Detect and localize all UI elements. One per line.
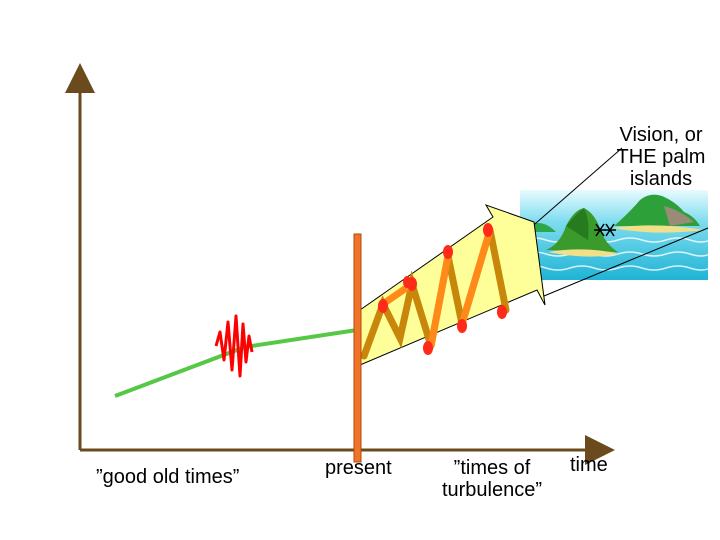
zigzag-wave-icon <box>214 314 254 378</box>
turbulence-label: ”times of turbulence” <box>441 457 543 501</box>
time-axis-label: time <box>570 454 608 476</box>
vision-label: Vision, or THE palm islands <box>616 124 706 190</box>
vision-pointer-line-lower <box>543 227 709 297</box>
spring-coil-icon <box>360 223 510 360</box>
present-marker-bar <box>353 233 362 463</box>
good-old-times-label: ”good old times” <box>96 466 240 488</box>
vision-pointer-line-upper <box>527 147 623 231</box>
past-trend-line <box>114 328 358 398</box>
star-marks-icon <box>594 223 616 237</box>
present-label: present <box>325 457 392 479</box>
